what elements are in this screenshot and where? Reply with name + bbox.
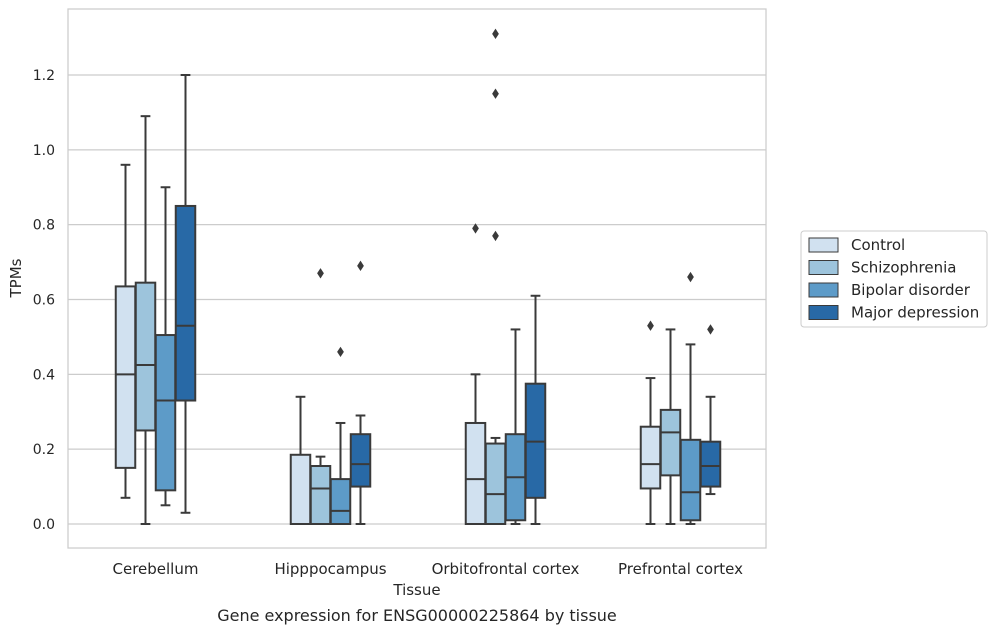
box-3-2: [484, 28, 507, 525]
x-tick-label: Cerebellum: [113, 560, 199, 578]
plot-frame: [67, 8, 767, 549]
x-tick-labels: Cerebellum Hipppocampus Orbitofrontal cort…: [113, 560, 744, 578]
box-3-1: [464, 223, 487, 526]
x-tick-label: Prefrontal cortex: [618, 560, 743, 578]
legend-swatch: [808, 305, 839, 320]
y-axis-label: TPMs: [7, 258, 25, 298]
box-2-2: [309, 268, 332, 526]
box-iqr: [349, 433, 372, 488]
y-tick-label: 0.6: [33, 293, 55, 309]
y-tick-labels: 0.0 0.2 0.4 0.6 0.8 1.0 1.2: [33, 68, 55, 533]
box-iqr: [679, 438, 702, 522]
legend: Control Schizophrenia Bipolar disorder Majo…: [800, 230, 988, 328]
box-3-3: [504, 328, 527, 525]
outlier-point: [472, 223, 479, 234]
outlier-point: [707, 324, 714, 335]
box-4-4: [699, 324, 722, 496]
outlier-point: [492, 88, 499, 99]
outlier-point: [337, 346, 344, 358]
y-tick-label: 1.0: [33, 143, 55, 159]
boxes: [114, 28, 722, 526]
chart-caption: Gene expression for ENSG00000225864 by t…: [217, 606, 617, 625]
outlier-point: [492, 230, 499, 242]
outlier-point: [317, 268, 324, 279]
box-iqr: [639, 425, 662, 490]
legend-label: Control: [851, 236, 905, 254]
box-iqr: [464, 421, 487, 526]
legend-swatch: [808, 260, 839, 275]
box-iqr: [154, 334, 177, 492]
box-1-3: [154, 186, 177, 507]
legend-swatch: [808, 282, 839, 298]
box-2-4: [349, 260, 372, 525]
y-tick-label: 0.8: [33, 218, 55, 234]
box-iqr: [309, 465, 332, 526]
outlier-point: [357, 260, 364, 271]
outlier-point: [687, 271, 694, 283]
legend-label: Bipolar disorder: [851, 281, 971, 299]
box-4-3: [679, 271, 702, 525]
box-4-1: [639, 320, 662, 525]
outlier-point: [647, 320, 654, 331]
legend-swatch: [808, 237, 839, 253]
x-tick-label: Hipppocampus: [274, 560, 386, 578]
outlier-point: [492, 28, 499, 40]
y-tick-label: 0.0: [33, 517, 55, 533]
legend-label: Major depression: [851, 304, 979, 322]
box-iqr: [174, 204, 197, 402]
box-iqr: [289, 453, 312, 526]
box-iqr: [699, 440, 722, 488]
box-iqr: [114, 285, 137, 469]
legend-frame: [800, 230, 988, 328]
box-2-3: [329, 346, 352, 526]
box-iqr: [134, 281, 157, 432]
box-1-4: [174, 74, 197, 514]
y-tick-label: 0.4: [33, 367, 55, 383]
y-tick-label: 0.2: [33, 442, 55, 458]
box-iqr: [659, 408, 682, 477]
x-tick-label: Orbitofrontal cortex: [432, 560, 580, 578]
legend-label: Schizophrenia: [851, 259, 956, 277]
y-tick-label: 1.2: [33, 68, 55, 84]
box-1-2: [134, 115, 157, 525]
box-2-1: [289, 395, 312, 526]
box-iqr: [329, 478, 352, 526]
box-1-1: [114, 163, 137, 499]
box-iqr: [484, 442, 507, 525]
x-axis-label: Tissue: [392, 581, 440, 599]
box-3-4: [524, 294, 547, 525]
box-4-2: [659, 328, 682, 525]
